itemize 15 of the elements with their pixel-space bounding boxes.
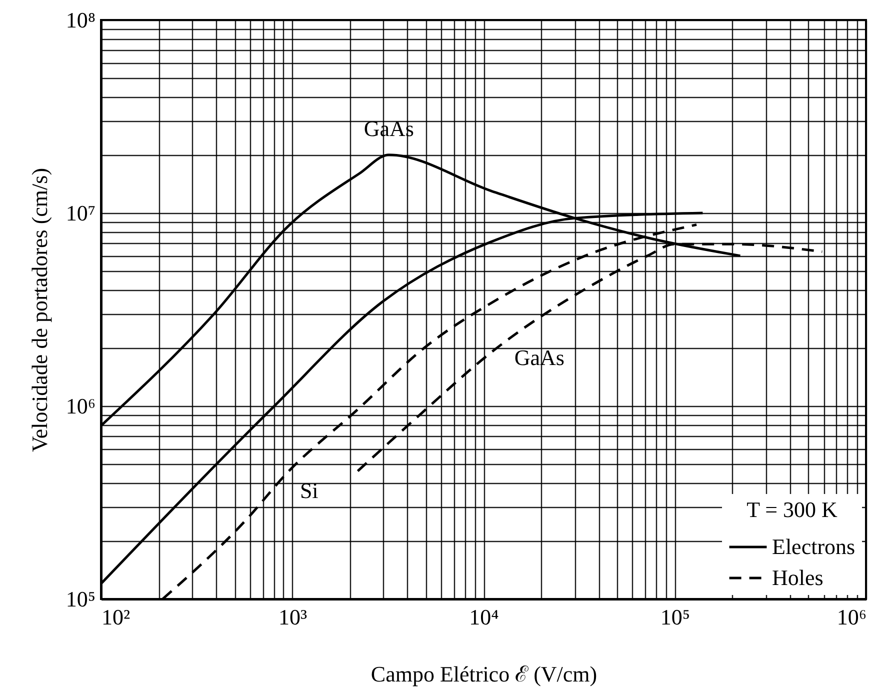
- y-tick-label: 10⁶: [66, 394, 96, 418]
- x-tick-label: 10³: [278, 604, 308, 630]
- x-axis-title: Campo Elétrico ℰ (V/cm): [370, 662, 598, 686]
- x-tick-label: 10⁵: [660, 604, 690, 630]
- y-tick-label: 10⁷: [66, 200, 96, 226]
- y-axis-title: Velocidade de portadores (cm/s): [26, 168, 52, 452]
- legend-label: Holes: [772, 565, 824, 590]
- legend-label: Electrons: [772, 534, 856, 559]
- legend-title: T = 300 K: [746, 497, 838, 522]
- x-tick-label: 10⁶: [836, 604, 866, 630]
- annotation: Si: [300, 478, 318, 503]
- x-tick-label: 10⁴: [469, 604, 500, 630]
- y-tick-label: 10⁵: [66, 586, 96, 612]
- y-tick-label: 10⁸: [66, 8, 96, 32]
- x-tick-label: 10²: [102, 604, 130, 630]
